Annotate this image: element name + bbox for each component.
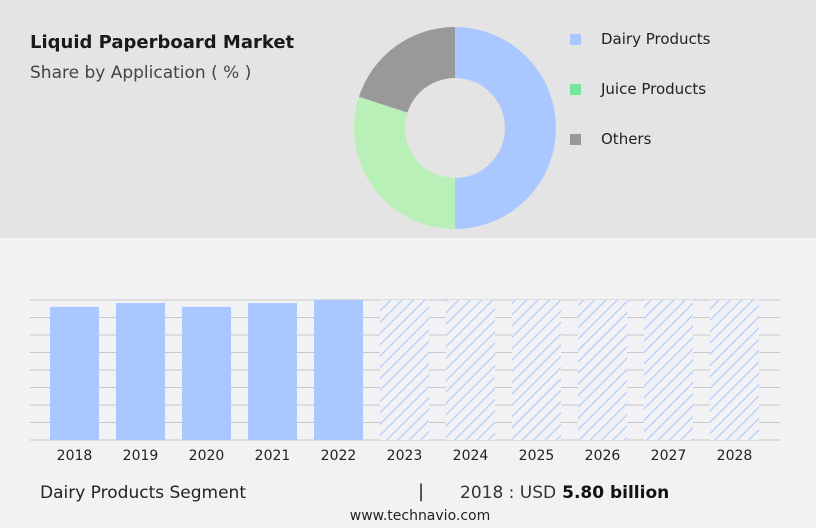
year-label: 2018 : USD bbox=[460, 483, 557, 503]
segment-label: Dairy Products Segment bbox=[40, 483, 246, 503]
bar-2027-forecast bbox=[644, 300, 693, 440]
bar-2018 bbox=[50, 306, 99, 440]
legend-swatch bbox=[570, 33, 581, 45]
donut-chart bbox=[353, 27, 556, 230]
bar-2026-forecast bbox=[578, 300, 627, 440]
x-tick-label: 2025 bbox=[519, 448, 555, 464]
x-tick-label: 2028 bbox=[717, 448, 753, 464]
donut-slice-juice-products bbox=[353, 96, 455, 230]
x-tick-label: 2018 bbox=[57, 448, 93, 464]
value-label: 5.80 billion bbox=[562, 483, 670, 503]
x-tick-label: 2027 bbox=[651, 448, 687, 464]
x-axis-labels: 2018 2019 2020 2021 2022 2023 2024 2025 2026 2027… bbox=[57, 448, 753, 464]
x-tick-label: 2026 bbox=[585, 448, 621, 464]
bar-2019 bbox=[116, 302, 165, 440]
bar-2028-forecast bbox=[710, 300, 759, 440]
bar-2022 bbox=[314, 300, 363, 440]
bar-2023-forecast bbox=[380, 300, 429, 440]
bar-2020 bbox=[182, 306, 231, 440]
website-link[interactable]: www.technavio.com bbox=[349, 508, 491, 524]
legend-item-others: Others bbox=[570, 114, 711, 164]
chart-subtitle: Share by Application ( % ) bbox=[30, 63, 252, 83]
x-tick-label: 2023 bbox=[387, 448, 423, 464]
x-tick-label: 2024 bbox=[453, 448, 489, 464]
x-tick-label: 2019 bbox=[123, 448, 159, 464]
x-tick-label: 2022 bbox=[321, 448, 357, 464]
legend-item-dairy: Dairy Products bbox=[570, 14, 711, 64]
x-tick-label: 2021 bbox=[255, 448, 291, 464]
legend-label: Dairy Products bbox=[601, 30, 711, 48]
segment-value: 2018 : USD 5.80 billion bbox=[460, 483, 669, 503]
legend-item-juice: Juice Products bbox=[570, 64, 711, 114]
chart-title: Liquid Paperboard Market bbox=[30, 32, 295, 53]
legend-swatch bbox=[570, 83, 581, 95]
legend-swatch bbox=[570, 133, 581, 145]
donut-slice-dairy-products bbox=[455, 27, 556, 229]
x-tick-label: 2020 bbox=[189, 448, 225, 464]
bar-2024-forecast bbox=[446, 300, 495, 440]
donut-slice-others bbox=[358, 27, 455, 113]
bar-2025-forecast bbox=[512, 300, 561, 440]
legend-label: Juice Products bbox=[601, 80, 707, 98]
separator: | bbox=[418, 481, 425, 502]
bar-2021 bbox=[248, 302, 297, 440]
bar-series bbox=[50, 300, 759, 440]
legend: Dairy Products Juice Products Others bbox=[570, 14, 711, 164]
legend-label: Others bbox=[601, 130, 652, 148]
